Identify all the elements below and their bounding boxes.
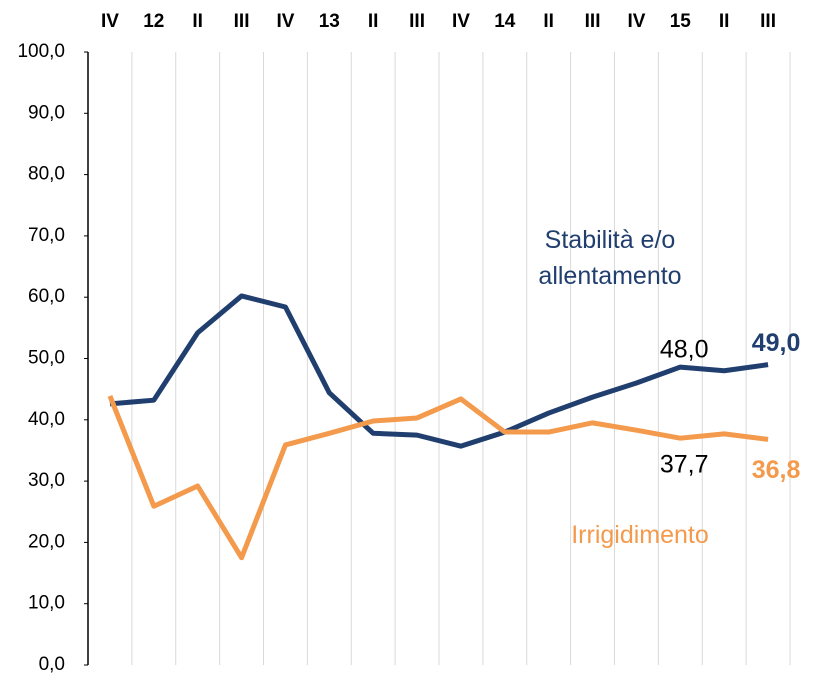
data-label: 37,7 <box>660 451 709 479</box>
y-tick-label: 100,0 <box>17 41 65 62</box>
x-tick-label: III <box>234 11 250 32</box>
x-tick-label: IV <box>627 11 645 32</box>
x-tick-label: II <box>192 11 203 32</box>
y-tick-label: 80,0 <box>28 164 65 185</box>
y-tick-label: 60,0 <box>28 286 65 307</box>
y-tick-label: 90,0 <box>28 102 65 123</box>
x-tick-label: IV <box>101 11 119 32</box>
series-label: Irrigidimento <box>571 521 709 549</box>
x-tick-label: III <box>409 11 425 32</box>
data-label: 48,0 <box>660 335 709 363</box>
x-tick-label: II <box>543 11 554 32</box>
x-tick-label: 15 <box>670 11 692 32</box>
x-tick-label: IV <box>452 11 470 32</box>
x-tick-label: IV <box>276 11 294 32</box>
y-tick-label: 70,0 <box>28 225 65 246</box>
data-label: 49,0 <box>752 329 801 357</box>
series-label: Stabilità e/o allentamento <box>538 226 682 290</box>
x-tick-label: II <box>368 11 379 32</box>
x-tick-label: 14 <box>494 11 516 32</box>
line <box>107 394 769 561</box>
y-tick-label: 0,0 <box>39 654 65 675</box>
y-tick-label: 40,0 <box>28 409 65 430</box>
line <box>109 293 769 449</box>
x-tick-label: 13 <box>319 11 340 32</box>
data-label: 36,8 <box>752 456 801 484</box>
x-tick-label: II <box>719 11 730 32</box>
y-tick-label: 30,0 <box>28 470 65 491</box>
x-tick-label: III <box>760 11 776 32</box>
x-tick-label: 12 <box>143 11 164 32</box>
y-tick-label: 50,0 <box>28 348 65 369</box>
x-tick-label: III <box>585 11 601 32</box>
y-tick-label: 20,0 <box>28 531 65 552</box>
y-tick-label: 10,0 <box>28 593 65 614</box>
